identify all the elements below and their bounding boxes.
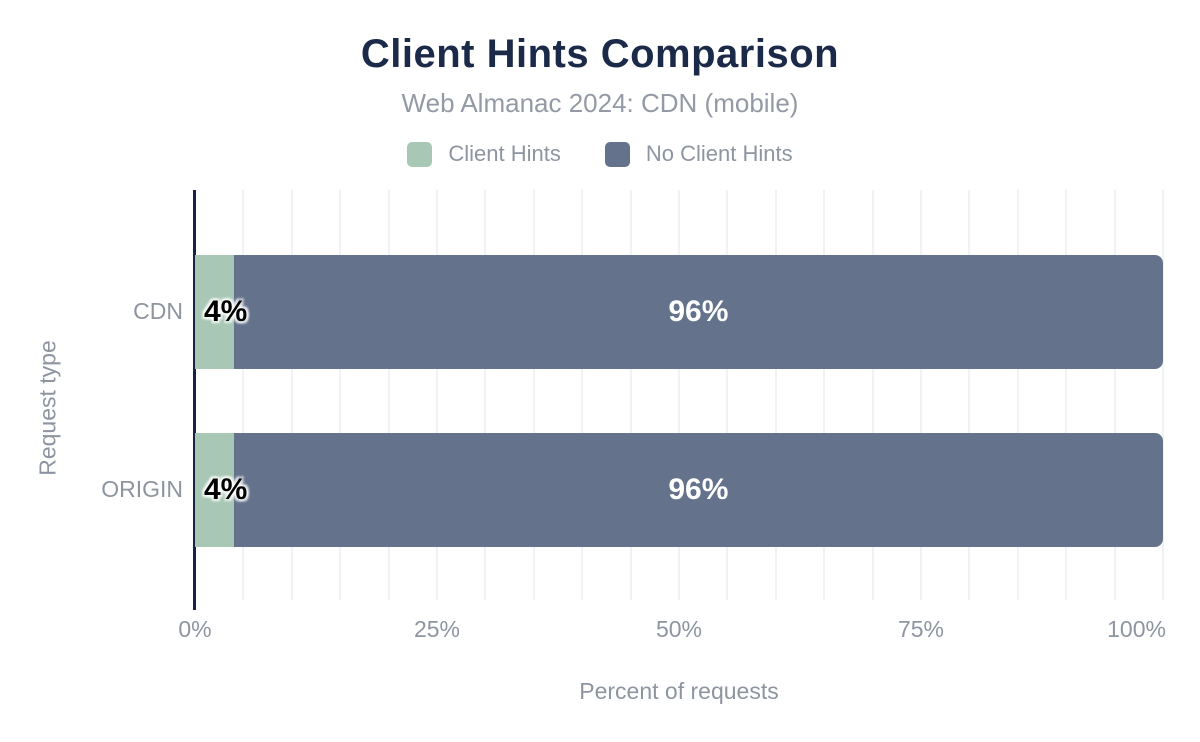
- bar-segment-origin-1[interactable]: [233, 433, 1163, 547]
- chart-title: Client Hints Comparison: [360, 32, 840, 76]
- bar-value-label: 4%: [204, 295, 248, 328]
- bar-row-cdn: 4% 96%: [195, 255, 1163, 369]
- gridline: [678, 190, 680, 600]
- legend-label: Client Hints: [448, 141, 561, 166]
- legend-label: No Client Hints: [645, 141, 793, 166]
- x-tick-75: 75%: [897, 616, 945, 642]
- bar-value-label: 96%: [668, 295, 729, 328]
- bar-segment-origin-0[interactable]: [195, 433, 234, 547]
- gridline: [920, 190, 922, 600]
- gridline: [968, 190, 971, 600]
- gridline: [774, 190, 777, 600]
- bar-segment-cdn-1[interactable]: [233, 255, 1163, 369]
- gridline: [823, 190, 826, 600]
- gridline: [339, 190, 342, 600]
- bar-row-origin: 4% 96%: [195, 433, 1163, 547]
- plot-area: 4% 96% 4% 96%: [193, 190, 1164, 610]
- gridline: [290, 190, 293, 600]
- y-axis-line: [193, 190, 196, 610]
- legend-swatch-icon: [407, 141, 433, 167]
- bar-value-label: 4%: [204, 473, 248, 506]
- gridline: [532, 190, 535, 600]
- x-tick-50: 50%: [655, 616, 703, 642]
- x-tick-100: 100%: [1107, 616, 1166, 642]
- bar-value-label: 96%: [668, 473, 729, 506]
- gridline: [1016, 190, 1019, 600]
- legend: Client Hints No Client Hints: [0, 141, 1200, 167]
- category-label-cdn: CDN: [133, 298, 183, 324]
- legend-item-0[interactable]: Client Hints: [407, 141, 561, 167]
- legend-item-1[interactable]: No Client Hints: [604, 141, 793, 167]
- gridline: [1162, 190, 1164, 600]
- category-label-origin: ORIGIN: [101, 476, 183, 502]
- gridline: [1113, 190, 1116, 600]
- gridline: [1065, 190, 1068, 600]
- bar-segment-cdn-0[interactable]: [195, 255, 234, 369]
- x-axis-title: Percent of requests: [579, 678, 779, 704]
- x-tick-25: 25%: [413, 616, 461, 642]
- chart-subtitle: Web Almanac 2024: CDN (mobile): [401, 88, 799, 118]
- gridline: [726, 190, 729, 600]
- x-tick-0: 0%: [178, 616, 212, 642]
- gridline: [581, 190, 584, 600]
- gridline: [387, 190, 390, 600]
- gridline: [871, 190, 874, 600]
- legend-swatch-icon: [604, 141, 630, 167]
- gridline: [629, 190, 632, 600]
- gridline: [484, 190, 487, 600]
- gridline: [242, 190, 245, 600]
- gridline: [436, 190, 438, 600]
- y-axis-title: Request type: [34, 340, 61, 476]
